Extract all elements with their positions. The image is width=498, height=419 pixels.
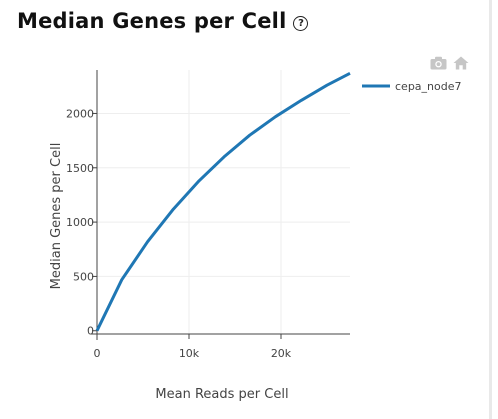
chart-title: Median Genes per Cell bbox=[17, 9, 287, 33]
legend-label: cepa_node7 bbox=[395, 80, 462, 93]
y-axis-ticks: 0 500 1000 1500 2000 bbox=[66, 107, 97, 338]
y-tick-label: 2000 bbox=[66, 107, 94, 120]
x-tick-label: 0 bbox=[94, 347, 101, 360]
home-icon[interactable] bbox=[453, 55, 469, 74]
y-tick-label: 1000 bbox=[66, 216, 94, 229]
help-icon[interactable]: ? bbox=[293, 15, 309, 31]
y-tick-label: 1500 bbox=[66, 162, 94, 175]
y-tick-label: 500 bbox=[73, 270, 94, 283]
grid-layer bbox=[97, 70, 350, 334]
legend: cepa_node7 bbox=[362, 80, 462, 93]
x-tick-label: 20k bbox=[271, 347, 292, 360]
y-tick-label: 0 bbox=[87, 325, 94, 338]
plot-modebar bbox=[430, 55, 469, 74]
x-axis-title: Mean Reads per Cell bbox=[155, 387, 288, 402]
y-axis-title: Median Genes per Cell bbox=[49, 143, 64, 290]
x-tick-label: 10k bbox=[179, 347, 200, 360]
series-line bbox=[95, 71, 351, 332]
series-layer bbox=[95, 71, 351, 332]
title-row: Median Genes per Cell ? bbox=[17, 4, 309, 38]
card-edge bbox=[489, 0, 492, 419]
x-axis-ticks: 0 10k 20k bbox=[94, 334, 292, 360]
camera-icon[interactable] bbox=[430, 55, 447, 74]
